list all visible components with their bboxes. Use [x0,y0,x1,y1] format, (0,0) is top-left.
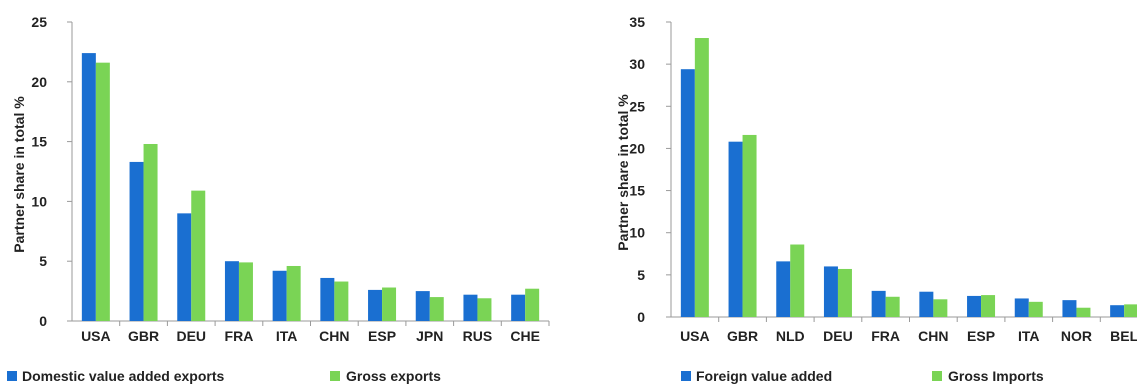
chart1-bar-2 [429,297,444,321]
chart1-bar-2 [286,265,301,321]
chart1-bar-1 [320,277,335,321]
chart2-bar-2 [1124,304,1137,317]
chart2-bar-1 [823,266,838,317]
chart2-y-tick-label: 0 [637,309,645,325]
chart2-bar-2 [981,295,996,317]
chart2-x-tick-label: USA [680,328,710,344]
chart2-x-tick-label: NLD [776,328,805,344]
chart1-x-tick-label: ITA [276,328,298,344]
chart1-x-tick-label: ESP [368,328,396,344]
chart2-bar-1 [967,295,982,317]
chart1-bar-2 [525,288,540,321]
chart1-bar-1 [415,291,430,321]
chart1-y-tick-label: 0 [39,313,47,329]
chart1-y-tick-label: 5 [39,253,47,269]
chart2-bar-2 [790,244,805,317]
chart1-x-tick-label: FRA [225,328,254,344]
chart1-y-tick-label: 20 [31,74,47,90]
chart2-y-tick-label: 30 [629,56,645,72]
chart1-legend-swatch-2 [330,371,340,381]
chart1-bar-1 [129,161,144,321]
chart2-bar-1 [1014,298,1029,317]
chart2-bar-2 [837,268,852,317]
chart1-y-tick-label: 25 [31,14,47,30]
chart1-bar-1 [177,213,192,321]
chart1-legend-label-1: Domestic value added exports [22,368,225,384]
chart2-bar-2 [742,134,757,317]
chart1-bar-2 [334,281,349,321]
chart1-bar-1 [368,289,383,321]
chart2-bar-1 [728,141,743,317]
chart2-x-tick-label: GBR [727,328,758,344]
chart1-bar-2 [143,143,158,321]
chart2-y-axis-title: Partner share in total % [615,94,631,251]
chart1-x-tick-label: RUS [463,328,493,344]
chart2-y-tick-label: 20 [629,140,645,156]
chart2-x-tick-label: ITA [1018,328,1040,344]
chart2-legend-swatch-1 [681,371,691,381]
chart2-legend-label-1: Foreign value added [696,368,832,384]
chart1-x-tick-label: USA [81,328,111,344]
chart1-y-axis-title: Partner share in total % [11,96,27,253]
chart2-bar-1 [919,291,934,317]
chart2-bar-1 [1062,300,1077,317]
chart1-bar-2 [382,287,397,321]
chart1-x-tick-label: JPN [416,328,443,344]
chart1-bar-2 [191,190,206,321]
chart2-legend-label-2: Gross Imports [948,368,1044,384]
chart2-bar-1 [776,261,791,317]
chart1-bar-1 [224,261,239,321]
chart2-bar-2 [694,38,709,318]
chart2-x-tick-label: CHN [918,328,948,344]
chart1-x-tick-label: DEU [176,328,206,344]
chart1-x-tick-label: CHE [510,328,540,344]
chart1-bar-2 [238,262,253,321]
chart2-bar-1 [1110,305,1125,317]
chart1-x-tick-label: CHN [319,328,349,344]
chart2-bar-2 [1028,301,1043,317]
chart2-bar-1 [680,69,695,317]
chart2-x-tick-label: BEL [1110,328,1137,344]
chart2-x-tick-label: NOR [1061,328,1092,344]
chart2-x-tick-label: FRA [871,328,900,344]
chart2-legend-swatch-2 [932,371,942,381]
chart1-legend-label-2: Gross exports [346,368,441,384]
chart2-bar-2 [933,299,948,317]
chart2-bar-2 [1076,307,1091,317]
chart1-y-tick-label: 15 [31,134,47,150]
chart2-bar-2 [885,296,900,317]
chart2-bar-1 [871,290,886,317]
chart1-bar-2 [95,62,110,321]
chart2-y-tick-label: 15 [629,183,645,199]
chart1-y-tick-label: 10 [31,193,47,209]
chart2-y-tick-label: 25 [629,98,645,114]
chart2-x-tick-label: DEU [823,328,853,344]
chart1-bar-1 [511,294,526,321]
chart1-bar-1 [463,294,478,321]
chart2-x-tick-label: ESP [967,328,995,344]
chart1-x-tick-label: GBR [128,328,159,344]
chart2-y-tick-label: 5 [637,267,645,283]
chart1-bar-2 [477,298,492,321]
chart1-bar-1 [81,53,96,321]
chart2-y-tick-label: 10 [629,225,645,241]
chart1-bar-1 [272,270,287,321]
chart2-y-tick-label: 35 [629,14,645,30]
chart1-legend-swatch-1 [7,371,17,381]
